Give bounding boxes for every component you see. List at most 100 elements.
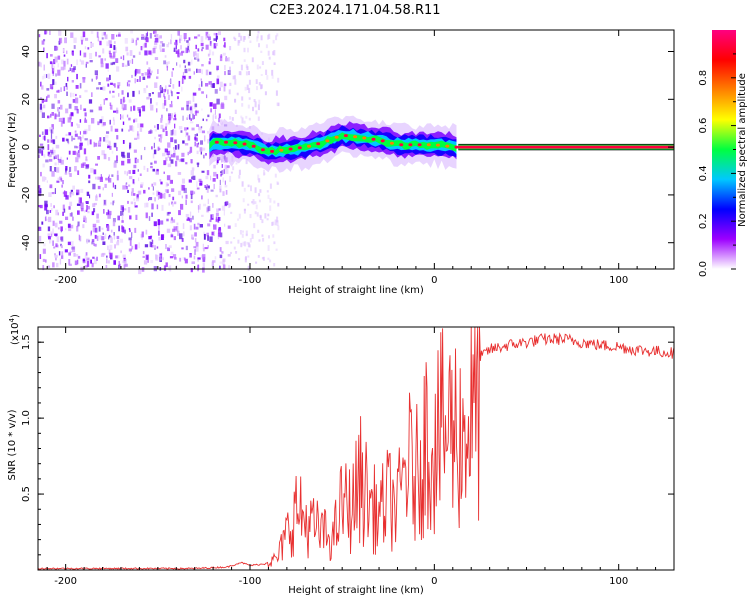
noise-speck — [176, 62, 178, 66]
noise-speck — [163, 60, 167, 65]
noise-speck — [56, 236, 60, 243]
noise-speck — [64, 37, 67, 44]
noise-speck — [255, 261, 258, 264]
noise-speck — [187, 42, 190, 46]
noise-speck — [75, 254, 79, 257]
noise-speck — [185, 245, 188, 251]
noise-speck — [241, 233, 244, 238]
noise-speck — [247, 47, 249, 53]
noise-speck — [57, 63, 59, 68]
noise-speck — [164, 99, 167, 106]
noise-speck — [53, 205, 55, 209]
noise-speck — [58, 111, 60, 117]
noise-speck — [129, 50, 133, 56]
noise-speck — [213, 224, 217, 230]
noise-speck — [134, 137, 138, 140]
noise-speck — [54, 253, 56, 257]
noise-speck — [76, 153, 81, 158]
noise-speck — [197, 259, 199, 262]
noise-speck — [179, 38, 181, 44]
noise-speck — [86, 261, 90, 267]
noise-speck — [92, 223, 97, 227]
noise-speck — [106, 41, 110, 47]
noise-speck — [168, 42, 170, 45]
noise-speck — [211, 261, 214, 267]
noise-speck — [160, 181, 163, 185]
noise-speck — [125, 46, 129, 52]
noise-speck — [104, 183, 107, 188]
noise-speck — [62, 211, 64, 216]
noise-speck — [236, 92, 239, 96]
colorbar-tick-label: 0.6 — [698, 118, 709, 134]
noise-speck — [184, 65, 186, 68]
noise-speck — [57, 162, 60, 166]
snr-scale-exponent: 4 — [8, 317, 16, 322]
noise-speck — [173, 201, 177, 205]
noise-speck — [134, 157, 137, 164]
noise-speck — [101, 227, 104, 230]
colorbar-tick-label: 0.2 — [698, 213, 709, 229]
noise-speck — [113, 47, 117, 53]
noise-speck — [238, 258, 241, 261]
noise-speck — [216, 157, 219, 164]
noise-speck — [173, 47, 176, 52]
noise-speck — [44, 217, 47, 222]
noise-speck — [151, 92, 154, 95]
noise-speck — [61, 59, 64, 65]
noise-speck — [248, 87, 251, 94]
noise-speck — [269, 198, 272, 203]
noise-speck — [222, 264, 226, 270]
noise-speck — [55, 209, 59, 216]
noise-speck — [172, 68, 174, 71]
noise-speck — [134, 244, 138, 250]
noise-speck — [212, 260, 216, 263]
colorbar-label: Normalized spectral amplitude — [737, 73, 748, 227]
noise-speck — [98, 82, 101, 85]
noise-speck — [48, 158, 53, 162]
noise-speck — [95, 195, 98, 201]
noise-speck — [60, 226, 63, 232]
noise-speck — [233, 75, 236, 79]
noise-speck — [216, 98, 220, 105]
noise-speck — [157, 92, 162, 98]
noise-speck — [70, 92, 72, 98]
noise-speck — [258, 199, 261, 203]
noise-speck — [210, 108, 212, 113]
noise-speck — [121, 220, 124, 223]
noise-speck — [245, 233, 248, 237]
noise-speck — [121, 151, 125, 157]
noise-speck — [150, 260, 154, 264]
noise-speck — [133, 119, 135, 123]
noise-speck — [178, 210, 181, 216]
noise-speck — [162, 48, 165, 52]
noise-speck — [127, 189, 129, 193]
noise-speck — [128, 237, 132, 241]
noise-speck — [59, 220, 63, 224]
noise-speck — [144, 35, 146, 39]
noise-speck — [102, 48, 105, 54]
noise-speck — [150, 98, 152, 104]
noise-speck — [116, 135, 119, 140]
noise-speck — [139, 76, 141, 82]
noise-speck — [264, 91, 267, 96]
noise-speck — [143, 165, 146, 170]
noise-speck — [106, 225, 110, 232]
noise-speck — [167, 163, 172, 168]
noise-speck — [125, 183, 127, 188]
noise-speck — [195, 44, 197, 50]
noise-speck — [125, 186, 128, 190]
noise-speck — [134, 201, 136, 206]
noise-speck — [88, 180, 91, 184]
noise-speck — [53, 246, 56, 249]
noise-speck — [122, 254, 126, 258]
noise-speck — [47, 144, 50, 151]
noise-speck — [276, 181, 279, 185]
noise-speck — [70, 189, 73, 194]
noise-speck — [266, 190, 269, 193]
noise-speck — [170, 154, 173, 158]
noise-speck — [41, 150, 44, 156]
noise-speck — [199, 147, 203, 152]
noise-speck — [214, 89, 218, 94]
noise-speck — [75, 93, 77, 97]
noise-speck — [213, 183, 215, 190]
